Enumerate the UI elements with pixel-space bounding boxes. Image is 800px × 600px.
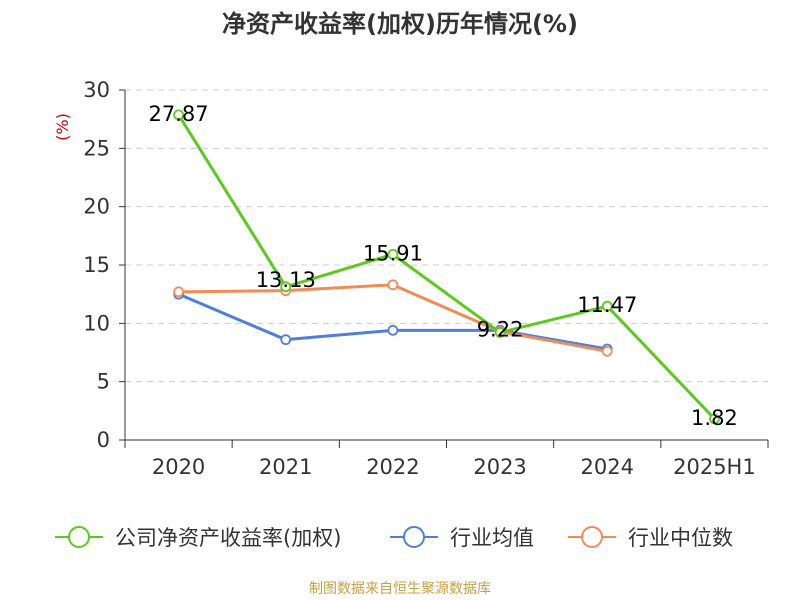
data-point	[173, 109, 184, 121]
axis-layer: 0 5 10 15 20 25 30 (%) 2020 2021 2022 2023 2024 2025H…	[53, 78, 769, 479]
legend-marker	[68, 526, 90, 548]
data-label: 27.87	[149, 102, 209, 126]
legend-label: 公司净资产收益率(加权)	[115, 526, 341, 550]
x-tick-label: 2023	[473, 455, 526, 479]
data-point	[601, 300, 613, 312]
series-line-0	[177, 114, 716, 420]
data-point	[601, 345, 613, 357]
y-tick-label: 25	[83, 136, 110, 160]
data-label: 15.91	[363, 241, 423, 265]
x-tick-label: 2024	[581, 455, 634, 479]
legend-marker	[581, 526, 603, 548]
legend-item-0: 公司净资产收益率(加权)	[55, 526, 341, 550]
data-point	[494, 327, 506, 338]
legend: 公司净资产收益率(加权) 行业均值 行业中位数	[55, 526, 733, 550]
chart-title: 净资产收益率(加权)历年情况(%)	[222, 10, 578, 38]
label-layer: 27.87 13.13 15.91 9.22 11.47 1.82	[149, 102, 738, 430]
data-point	[387, 324, 399, 336]
y-tick-label: 30	[83, 78, 110, 102]
y-tick-label: 15	[83, 253, 110, 277]
series-line-2	[178, 283, 608, 353]
x-tick-label: 2020	[152, 455, 205, 479]
data-label: 13.13	[256, 268, 316, 292]
x-tick-label: 2022	[366, 455, 419, 479]
data-point	[173, 286, 184, 298]
legend-marker	[403, 526, 425, 548]
data-label: 9.22	[477, 317, 524, 341]
data-point	[709, 413, 720, 425]
data-label: 11.47	[577, 293, 637, 317]
data-point	[387, 248, 399, 260]
y-tick-label: 0	[97, 428, 110, 452]
x-tick-label: 2021	[259, 455, 312, 479]
y-axis-unit: (%)	[53, 113, 72, 141]
source-note: 制图数据来自恒生聚源数据库	[309, 581, 491, 597]
legend-item-1: 行业均值	[390, 526, 534, 550]
series-layer	[173, 109, 720, 425]
legend-item-2: 行业中位数	[568, 526, 733, 550]
legend-label: 行业中位数	[628, 526, 733, 550]
data-point	[387, 279, 399, 291]
y-tick-label: 20	[83, 195, 110, 219]
x-tick-label: 2025H1	[673, 455, 756, 479]
y-tick-label: 10	[83, 311, 110, 335]
data-point	[280, 281, 292, 293]
data-label: 1.82	[691, 406, 738, 430]
data-point	[280, 334, 292, 346]
legend-label: 行业均值	[450, 526, 534, 550]
grid-layer	[125, 89, 768, 383]
y-tick-label: 5	[97, 370, 110, 394]
